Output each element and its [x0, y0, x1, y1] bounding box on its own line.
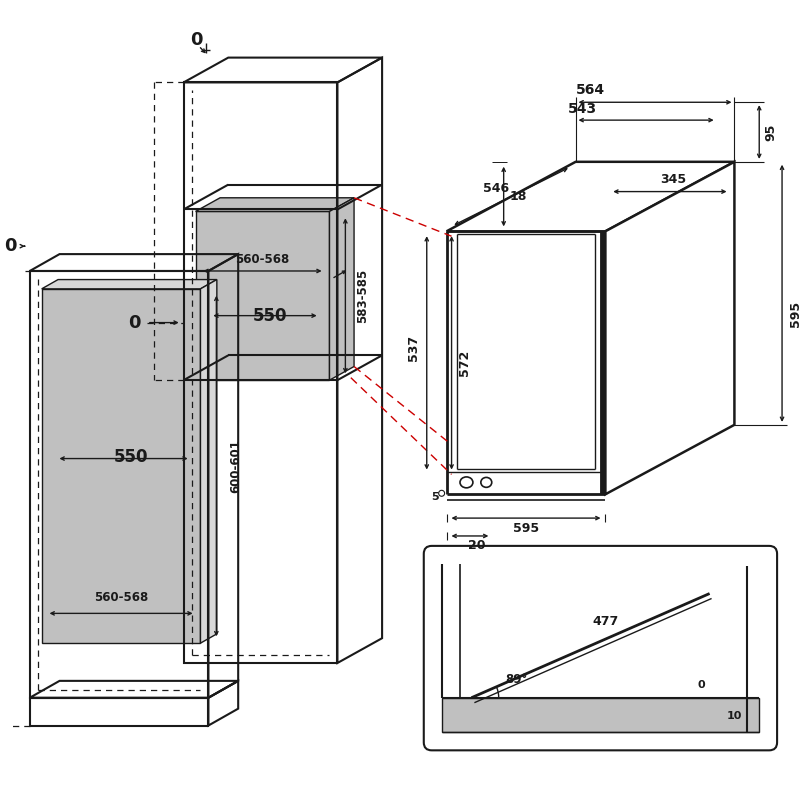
Polygon shape [606, 162, 734, 494]
Polygon shape [42, 279, 217, 289]
Text: 5: 5 [431, 492, 438, 502]
Text: 0: 0 [4, 237, 16, 255]
Text: 345: 345 [660, 173, 686, 186]
Text: 95: 95 [765, 123, 778, 141]
Polygon shape [195, 211, 330, 380]
Text: 595: 595 [790, 301, 800, 326]
Text: 89°: 89° [505, 674, 527, 686]
Text: 560-568: 560-568 [94, 591, 148, 604]
Text: 18: 18 [510, 190, 527, 203]
Polygon shape [446, 162, 734, 231]
Text: 595: 595 [513, 522, 539, 534]
Text: 477: 477 [592, 615, 618, 628]
Polygon shape [195, 198, 354, 211]
Text: 564: 564 [576, 83, 605, 98]
Text: 0: 0 [190, 30, 202, 49]
Polygon shape [42, 289, 201, 643]
FancyBboxPatch shape [424, 546, 777, 750]
Text: 0: 0 [698, 680, 706, 690]
Text: 20: 20 [468, 539, 485, 552]
Polygon shape [201, 279, 217, 643]
Text: 583-585: 583-585 [356, 269, 369, 323]
Text: 572: 572 [458, 350, 471, 377]
Text: 560-568: 560-568 [235, 253, 289, 266]
Text: 10: 10 [726, 710, 742, 721]
Text: 543: 543 [568, 102, 597, 116]
Text: 600-601: 600-601 [230, 439, 242, 494]
Polygon shape [442, 698, 759, 733]
Text: 537: 537 [407, 335, 420, 362]
Text: 0: 0 [128, 314, 140, 331]
Text: 546: 546 [483, 182, 510, 195]
Polygon shape [330, 198, 354, 380]
Text: 550: 550 [253, 306, 287, 325]
Text: 550: 550 [114, 447, 148, 466]
